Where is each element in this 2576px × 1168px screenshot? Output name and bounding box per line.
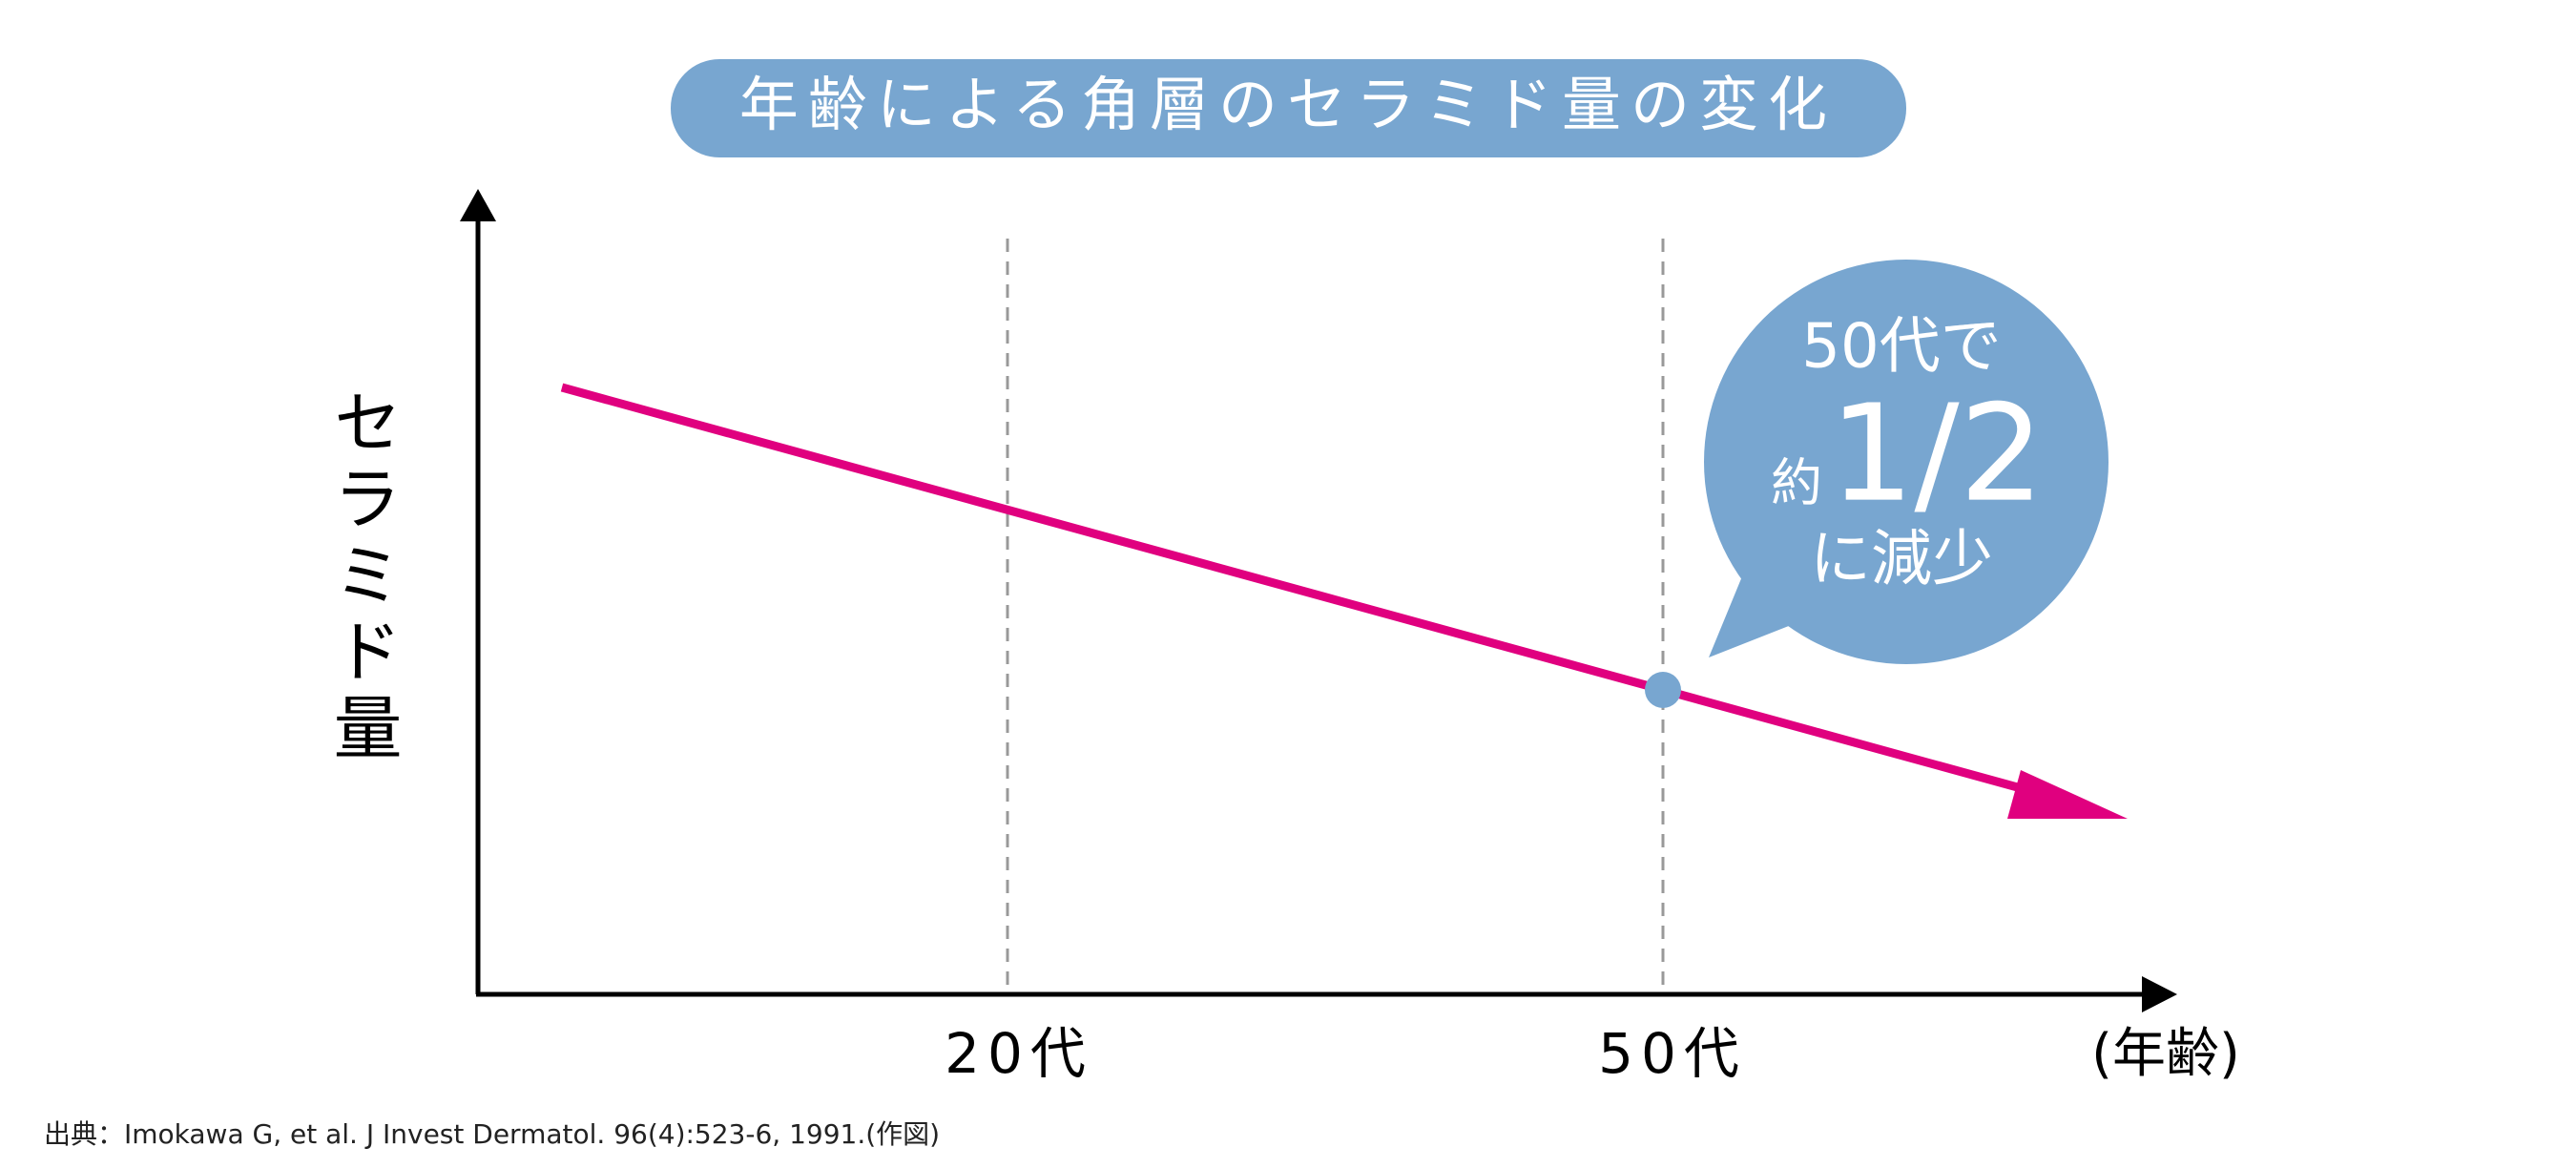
source: 出典：Imokawa G, et al. J Invest Dermatol. … (44, 1118, 940, 1150)
y-axis-label: セラミド量 (322, 386, 402, 768)
x-label: 50代 (1598, 1021, 1747, 1086)
x-axis-arrow (2142, 976, 2177, 1012)
callout-prefix: 約 (1771, 453, 1822, 513)
callout-ratio: 1/2 (1829, 377, 2044, 532)
callout-tail (1709, 544, 1803, 657)
marker-dot (1645, 672, 1681, 708)
callout-line: に減少 (1810, 525, 1993, 595)
title-pill (671, 59, 1906, 157)
trend-line (560, 383, 2044, 799)
callout-line: 50代で (1801, 312, 2001, 383)
trend-arrow (2007, 770, 2128, 819)
callout-bubble (1704, 260, 2109, 664)
x-label: 20代 (945, 1021, 1093, 1086)
y-axis-arrow (460, 189, 496, 221)
title: 年齢による角層のセラミド量の変化 (739, 70, 1837, 139)
x-axis-unit: (年齢) (2091, 1023, 2240, 1085)
